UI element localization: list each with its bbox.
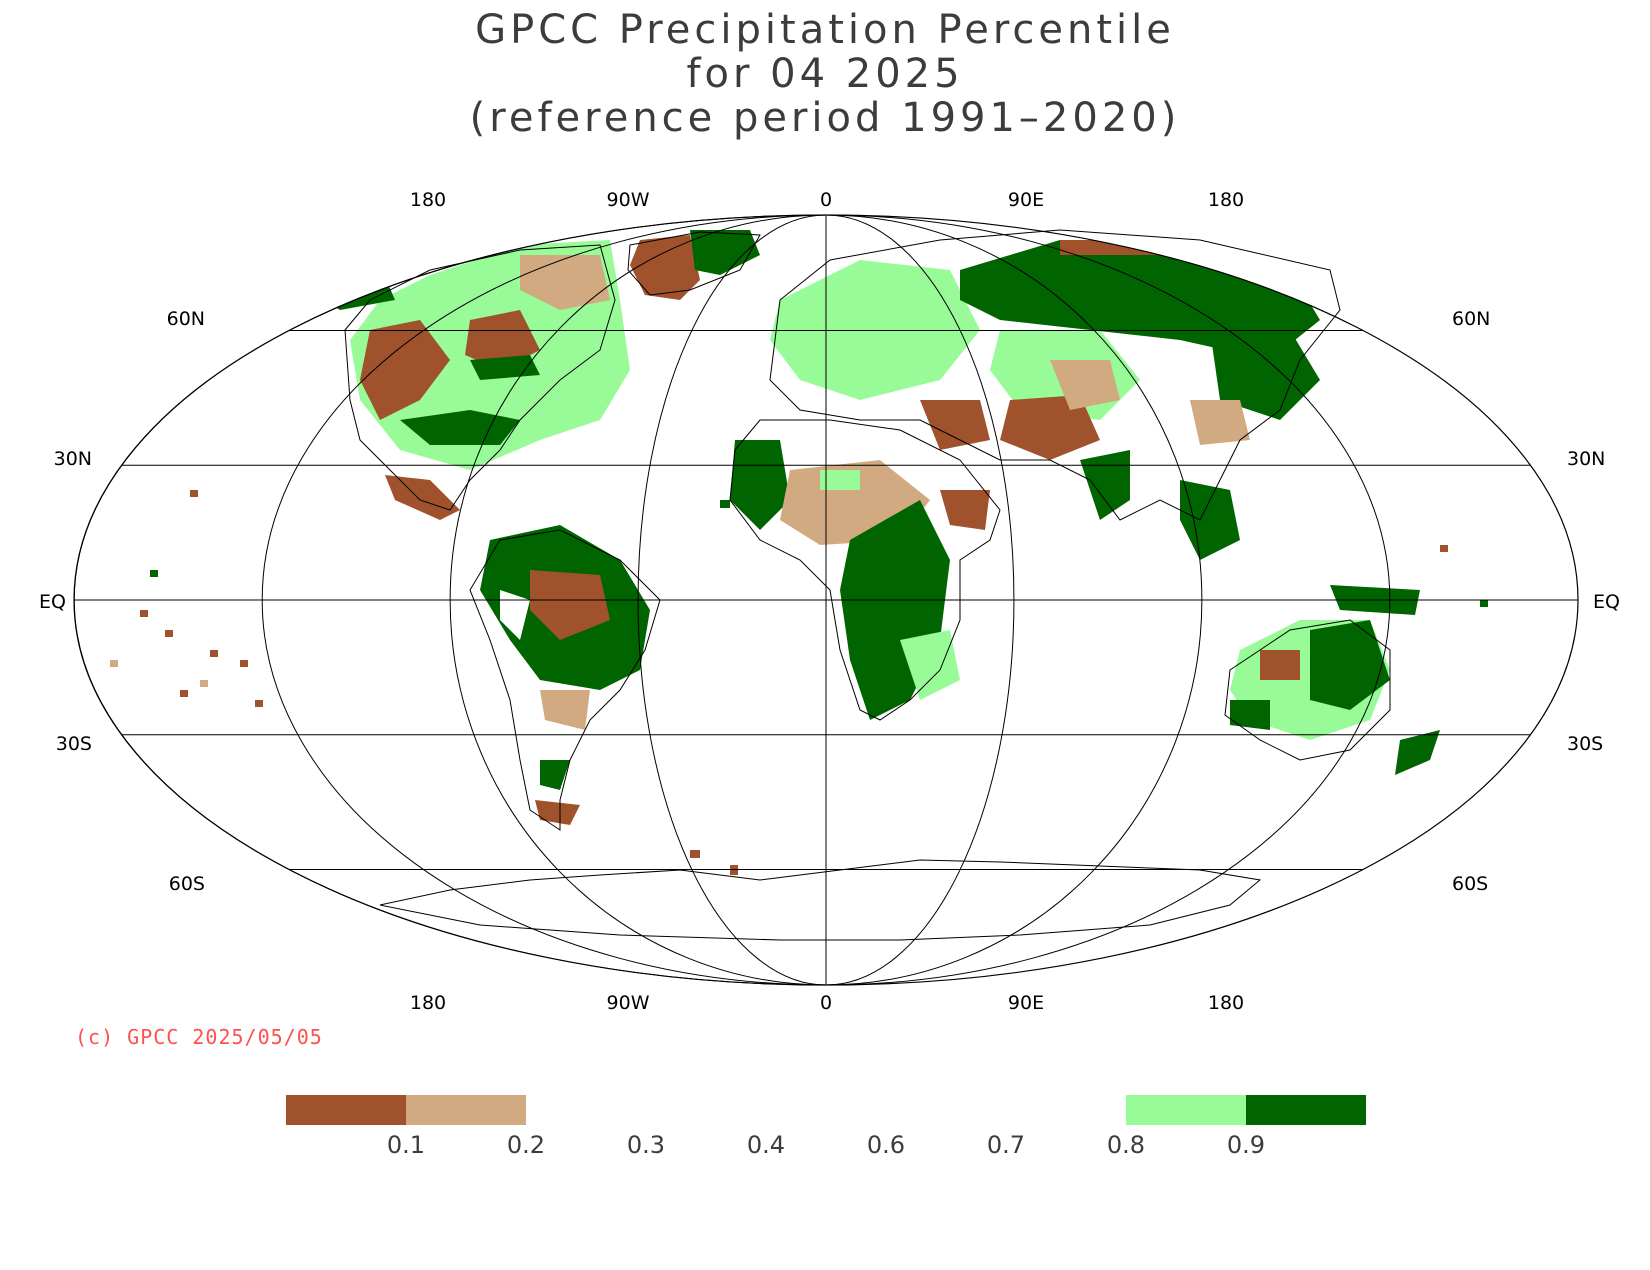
arctic-dry	[1060, 240, 1160, 255]
patagonia-dry	[535, 800, 580, 825]
lat-label: 60N	[1452, 308, 1490, 330]
asia-light-dry	[1050, 360, 1120, 410]
pacific-dry-pixel	[110, 660, 118, 667]
lon-label: 180	[410, 189, 446, 211]
canada-north-dry	[520, 255, 610, 310]
horn-dry	[940, 490, 990, 530]
lon-label: 90E	[1008, 189, 1044, 211]
north-america-dry-patch	[360, 320, 450, 420]
china-dry	[1190, 400, 1250, 445]
lon-label: 180	[1208, 992, 1244, 1014]
pacific-wet-pixel	[150, 570, 158, 577]
lon-labels-bottom: 180 90W 0 90E 180	[410, 992, 1244, 1014]
greenland-region	[630, 230, 760, 300]
africa-south-light	[900, 630, 960, 700]
lon-label: 0	[820, 992, 832, 1014]
lat-label: 30S	[56, 733, 92, 755]
lon-label: 0	[820, 189, 832, 211]
meridian-line	[449, 214, 827, 986]
asia-dry-patch	[1000, 395, 1100, 460]
coastlines	[344, 229, 1391, 941]
precipitation-layer	[110, 230, 1488, 875]
pacific-dry-pixel	[240, 660, 248, 667]
mexico-dry	[385, 475, 460, 520]
lat-label: 30N	[54, 448, 92, 470]
australia-sw-wet	[1230, 700, 1270, 730]
graticule	[73, 214, 1578, 986]
title-line-3: (reference period 1991–2020)	[469, 95, 1181, 141]
map-title: GPCC Precipitation Percentile for 04 202…	[0, 8, 1650, 140]
meridian-line	[825, 214, 1203, 986]
lat-label: 60S	[1452, 873, 1488, 895]
lat-labels-left: 60N 30N EQ 30S 60S	[39, 308, 205, 895]
india-wet	[1080, 450, 1130, 520]
title-line-2: for 04 2025	[686, 51, 964, 97]
north-america-dry-patch-2	[465, 310, 540, 370]
pacific-dry-pixel	[190, 490, 198, 497]
africa-region	[730, 440, 990, 720]
lat-label: 60S	[169, 873, 205, 895]
lat-labels-right: 60N 30N EQ 30S 60S	[1452, 308, 1620, 895]
pacific-dry-pixel	[165, 630, 173, 637]
south-america-white-interior	[500, 590, 530, 640]
africa-light-wet-patch	[820, 470, 860, 490]
north-america-region	[315, 240, 630, 520]
lat-label: 30S	[1567, 733, 1603, 755]
south-america-light-dry	[540, 690, 590, 730]
eurasia-coast	[769, 229, 1341, 521]
new-zealand-wet	[1395, 730, 1440, 775]
pacific-dry-pixel	[1440, 545, 1448, 552]
pacific-dry-pixel	[210, 650, 218, 657]
antarctica-coast	[379, 859, 1262, 941]
pacific-dry-pixel	[200, 680, 208, 687]
lat-label: 60N	[167, 308, 205, 330]
lon-label: 180	[1208, 189, 1244, 211]
meridian-line	[261, 214, 827, 986]
atlantic-wet-pixel	[720, 500, 730, 508]
greenland-wet-patch	[690, 230, 760, 275]
patagonia-wet	[540, 760, 570, 790]
pacific-dry-pixel	[255, 700, 263, 707]
lon-label: 180	[410, 992, 446, 1014]
se-asia-wet	[1180, 480, 1240, 560]
meridian-line	[825, 214, 1015, 986]
lon-labels-top: 180 90W 0 90E 180	[410, 189, 1244, 211]
north-america-wet-belt-2	[470, 355, 540, 380]
africa-wet-west	[730, 440, 790, 530]
greenland-coast	[627, 231, 761, 296]
lat-label: EQ	[39, 591, 66, 613]
meridian-line	[825, 214, 1391, 986]
australia-east-wet	[1310, 620, 1390, 710]
pacific-dry-pixel	[140, 610, 148, 617]
africa-coast	[729, 419, 1001, 721]
copyright-note: (c) GPCC 2025/05/05	[75, 1025, 323, 1049]
title-line-1: GPCC Precipitation Percentile	[475, 7, 1175, 53]
south-america-dry-patch	[530, 570, 610, 640]
east-asia-wet	[1210, 330, 1320, 420]
globe-outline	[73, 214, 1579, 986]
australia-region	[1230, 585, 1440, 775]
australia-dry	[1260, 650, 1300, 680]
meridian-line	[637, 214, 827, 986]
atlantic-wet-pixel	[750, 460, 760, 468]
greenland-dry-patch	[630, 235, 700, 300]
lon-label: 90E	[1008, 992, 1044, 1014]
lon-label: 90W	[607, 189, 650, 211]
lat-label: 30N	[1567, 448, 1605, 470]
south-atlantic-dry-pixel	[690, 850, 700, 858]
pacific-dry-pixel	[180, 690, 188, 697]
australia-coast	[1224, 619, 1391, 761]
south-america-coast	[469, 529, 661, 831]
south-america-region	[480, 525, 650, 825]
lat-label: EQ	[1593, 591, 1620, 613]
north-america-coast	[344, 244, 616, 511]
north-america-wet-belt	[400, 410, 520, 445]
pacific-wet-pixel	[1480, 600, 1488, 607]
middle-east-dry	[920, 400, 990, 450]
lon-label: 90W	[607, 992, 650, 1014]
